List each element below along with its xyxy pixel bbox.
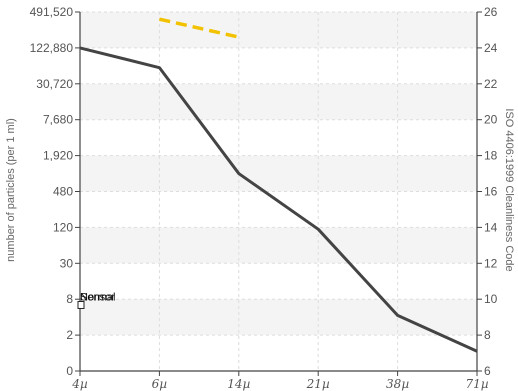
- x-axis-ticks: 4µ 6µ 14µ 21µ 38µ 71µ: [71, 371, 489, 391]
- y-axis-title: number of particles (per 1 ml): [5, 118, 17, 262]
- x-tick-label: 4µ: [71, 377, 88, 391]
- right-tick-label: 16: [484, 185, 498, 199]
- legend-swatch: [77, 300, 85, 309]
- x-tick-label: 21µ: [306, 377, 330, 391]
- left-tick-label: 491,520: [30, 5, 74, 19]
- right-tick-label: 8: [484, 328, 491, 342]
- x-tick-label: 6µ: [152, 377, 168, 391]
- right-tick-label: 14: [484, 220, 498, 234]
- series-line-sensor: [79, 46, 478, 353]
- left-tick-label: 30,720: [36, 77, 73, 91]
- y2-axis-title: ISO 4406:1999 Cleanliness Code: [503, 108, 515, 271]
- grid-lines: [80, 11, 477, 372]
- left-tick-label: 120: [53, 220, 73, 234]
- series-line-normal: [159, 17, 240, 39]
- legend-entry-normal: Normal: [80, 291, 115, 303]
- left-tick-label: 2: [66, 328, 73, 342]
- left-tick-label: 8: [66, 292, 73, 306]
- plot-band: [80, 227, 477, 264]
- left-tick-label: 7,680: [43, 113, 73, 127]
- right-axis-ticks: 6 8 10 12 14 16 18 20 22 24 26: [477, 5, 498, 378]
- plot-band: [80, 12, 477, 48]
- right-tick-label: 6: [484, 364, 491, 378]
- right-tick-label: 18: [484, 149, 498, 163]
- x-tick-label: 71µ: [465, 377, 488, 391]
- left-tick-label: 122,880: [30, 41, 74, 55]
- right-tick-label: 12: [484, 256, 498, 270]
- plot-bands: [80, 12, 477, 336]
- legend-entry-sensor: Sensor: [80, 291, 115, 303]
- plot-band: [80, 299, 477, 336]
- right-tick-label: 22: [484, 77, 498, 91]
- plot-band: [80, 155, 477, 192]
- right-tick-label: 24: [484, 41, 498, 55]
- x-tick-label: 38µ: [386, 377, 409, 391]
- plot-band: [80, 83, 477, 120]
- right-tick-label: 26: [484, 5, 498, 19]
- right-tick-label: 10: [484, 292, 498, 306]
- left-tick-label: 480: [53, 185, 73, 199]
- left-axis-ticks: 0 2 8 30 120 480 1,920 7,680 30,720 122,880 491,52…: [30, 5, 80, 378]
- left-tick-label: 0: [66, 364, 73, 378]
- x-tick-label: 14µ: [227, 377, 250, 391]
- right-tick-label: 20: [484, 113, 498, 127]
- left-tick-label: 1,920: [43, 149, 73, 163]
- left-tick-label: 30: [60, 256, 74, 270]
- series-layer: [79, 17, 478, 353]
